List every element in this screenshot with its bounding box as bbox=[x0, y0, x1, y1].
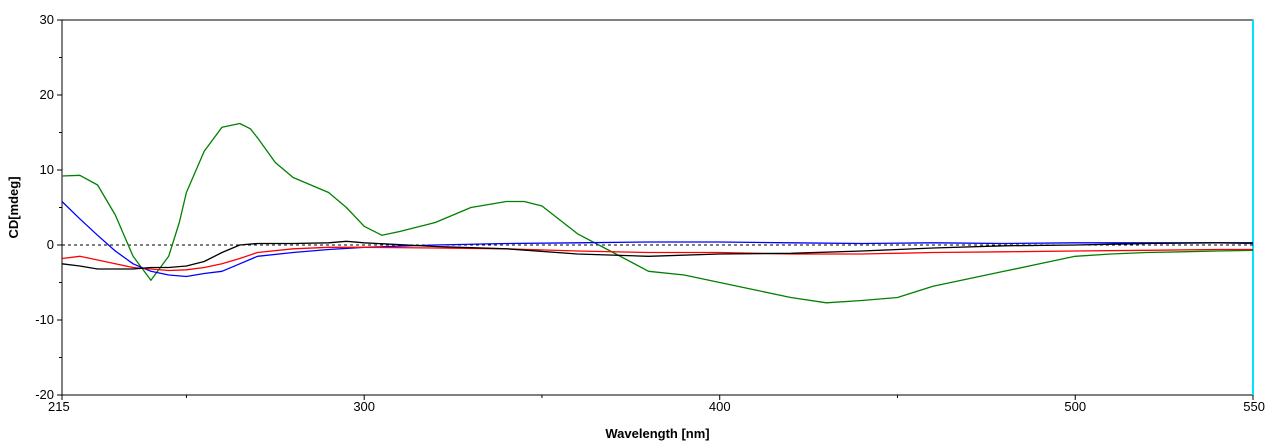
y-tick-label: 20 bbox=[40, 87, 54, 102]
series-line-4 bbox=[61, 240, 1253, 270]
plot-area bbox=[61, 19, 1254, 396]
y-tick-label: -10 bbox=[35, 312, 54, 327]
x-tick-label: 550 bbox=[1243, 399, 1265, 414]
series-group bbox=[61, 122, 1254, 304]
y-axis: -20 -10 0 10 20 30 bbox=[35, 12, 62, 402]
x-axis-title: Wavelength [nm] bbox=[605, 426, 709, 441]
y-axis-title: CD[mdeg] bbox=[6, 176, 21, 238]
series-line-1 bbox=[61, 122, 1254, 304]
y-tick-label: 30 bbox=[40, 12, 54, 27]
y-tick-label: 10 bbox=[40, 162, 54, 177]
x-tick-label: 300 bbox=[353, 399, 375, 414]
y-tick-label: 0 bbox=[47, 237, 54, 252]
plot-frame bbox=[61, 19, 1254, 396]
x-tick-label: 500 bbox=[1064, 399, 1086, 414]
y-tick-label: -20 bbox=[35, 387, 54, 402]
x-tick-label: 215 bbox=[48, 399, 70, 414]
x-tick-label: 400 bbox=[709, 399, 731, 414]
series-line-2 bbox=[61, 201, 1254, 278]
x-axis: 215 300 400 500 550 bbox=[48, 395, 1265, 414]
